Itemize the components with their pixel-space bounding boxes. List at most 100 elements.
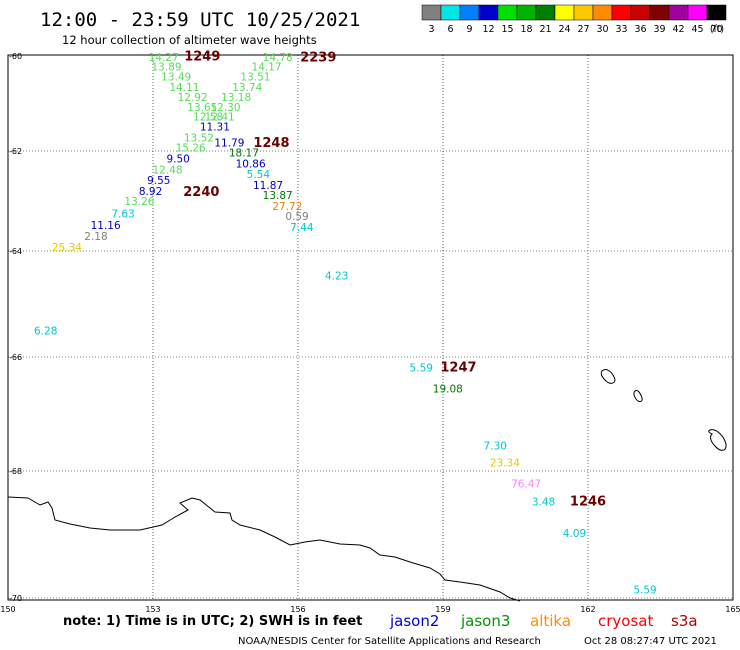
legend-swatch [421, 4, 442, 21]
legend-swatch [459, 4, 480, 21]
wave-height-label: 2.18 [84, 231, 107, 243]
legend-label: 15 [501, 24, 513, 35]
wave-height-label: 11.16 [91, 220, 121, 232]
legend-label: 42 [672, 24, 684, 35]
legend-swatch [668, 4, 689, 21]
map-frame [7, 54, 734, 601]
legend-label: 70 [710, 24, 722, 35]
satellite-name: jason3 [460, 612, 510, 630]
legend-label: 3 [428, 24, 434, 35]
lat-tick-label: -68 [9, 467, 22, 476]
legend-label: 18 [520, 24, 532, 35]
lat-tick-label: -70 [9, 594, 22, 603]
wave-height-label: 5.59 [410, 362, 433, 374]
wave-height-label: 13.74 [232, 82, 262, 94]
wave-height-label: 12.48 [152, 165, 182, 177]
wave-height-label: 12.41 [205, 111, 235, 123]
wave-height-label: 13.49 [161, 71, 191, 83]
footer-timestamp: Oct 28 08:27:47 UTC 2021 [584, 636, 717, 647]
wave-height-label: 5.54 [247, 169, 271, 181]
wave-height-label: 0.59 [285, 211, 308, 223]
wave-height-label: 13.18 [221, 92, 251, 104]
legend-swatch [573, 4, 594, 21]
legend-label: 12 [482, 24, 494, 35]
satellite-legend: jason2 jason3 altika cryosat s3a [389, 612, 698, 630]
wave-height-label: 4.23 [325, 270, 348, 282]
lon-tick-label: 153 [145, 605, 160, 614]
satellite-name: s3a [671, 612, 698, 630]
wave-height-label: 7.63 [111, 209, 134, 221]
wave-height-label: 13.51 [240, 71, 270, 83]
wave-height-label: 5.59 [633, 585, 656, 597]
lon-tick-label: 165 [725, 605, 740, 614]
lat-tick-label: -60 [9, 52, 22, 61]
legend-swatch [535, 4, 556, 21]
map-subtitle: 12 hour collection of altimeter wave hei… [62, 33, 317, 47]
wave-height-label: 8.92 [139, 186, 162, 198]
wave-height-label: 13.87 [263, 190, 293, 202]
footer-note: note: 1) Time is in UTC; 2) SWH is in fe… [63, 614, 362, 629]
wave-height-legend: 3 6 9 12 15 18 21 24 27 30 33 36 39 42 45 70(ft) [421, 4, 727, 35]
wave-height-label: 7.30 [484, 440, 507, 452]
legend-swatch [554, 4, 575, 21]
wave-height-label: 10.86 [236, 159, 266, 171]
legend-swatch [478, 4, 499, 21]
legend-label: 21 [539, 24, 551, 35]
satellite-name: altika [530, 612, 571, 630]
lon-tick-label: 156 [290, 605, 305, 614]
wave-height-label: 12.58 [193, 111, 223, 123]
wave-height-label: 12.30 [210, 102, 240, 114]
wave-height-label: 14.11 [169, 82, 199, 94]
legend-label: 9 [466, 24, 472, 35]
lat-tick-label: -64 [9, 247, 22, 256]
legend-label: 30 [596, 24, 608, 35]
legend-label: 6 [447, 24, 453, 35]
legend-label: 24 [558, 24, 570, 35]
satellite-name: jason2 [389, 612, 439, 630]
legend-swatch [706, 4, 727, 21]
legend-swatch [630, 4, 651, 21]
wave-height-label: 76.47 [511, 479, 541, 491]
wave-height-label: 13.89 [152, 61, 182, 73]
wave-height-label: 12.92 [178, 92, 208, 104]
wave-height-label: 23.34 [490, 457, 520, 469]
antarctic-coastline [7, 369, 727, 602]
legend-label: 33 [615, 24, 627, 35]
legend-swatch [440, 4, 461, 21]
wave-height-label: 9.55 [147, 175, 170, 187]
wave-height-label: 19.08 [433, 383, 463, 395]
legend-swatch [497, 4, 518, 21]
wave-height-label: 14.27 [149, 52, 179, 64]
wave-height-label: 11.31 [200, 121, 230, 133]
legend-swatch [592, 4, 613, 21]
pass-time-label: 2240 [183, 185, 219, 200]
legend-label: 39 [653, 24, 665, 35]
map-title: 12:00 - 23:59 UTC 10/25/2021 [40, 9, 360, 31]
lat-tick-label: -66 [9, 353, 22, 362]
wave-height-label: 14.17 [252, 61, 282, 73]
legend-swatch [611, 4, 632, 21]
wave-height-label: 3.48 [532, 496, 555, 508]
wave-height-label: 9.50 [166, 154, 189, 166]
wave-height-label: 11.87 [253, 180, 283, 192]
legend-unit: (ft) [710, 24, 724, 35]
pass-time-label: 1249 [184, 49, 220, 64]
lat-tick-label: -62 [9, 147, 22, 156]
pass-time-label: 1247 [440, 360, 476, 375]
wave-height-label: 14.78 [263, 52, 293, 64]
lon-tick-label: 162 [580, 605, 595, 614]
pass-time-label: 1248 [253, 136, 289, 151]
wave-height-label: 6.28 [34, 326, 57, 338]
legend-swatch [649, 4, 670, 21]
wave-height-label: 13.26 [124, 196, 154, 208]
wave-height-label: 13.65 [187, 102, 217, 114]
legend-label: 36 [634, 24, 646, 35]
legend-swatch [516, 4, 537, 21]
observations-layer: 14.27 1249 14.78 2239 13.89 14.17 13.49 13.51 14… [34, 49, 657, 596]
axis-tick-labels: 150 153 156 159 162 165 -60 -62 -64 -66 -68 -70 [0, 52, 740, 614]
lon-tick-label: 150 [0, 605, 15, 614]
legend-label: 45 [691, 24, 703, 35]
wave-height-label: 25.34 [52, 242, 82, 254]
wave-height-label: 15.26 [176, 143, 206, 155]
